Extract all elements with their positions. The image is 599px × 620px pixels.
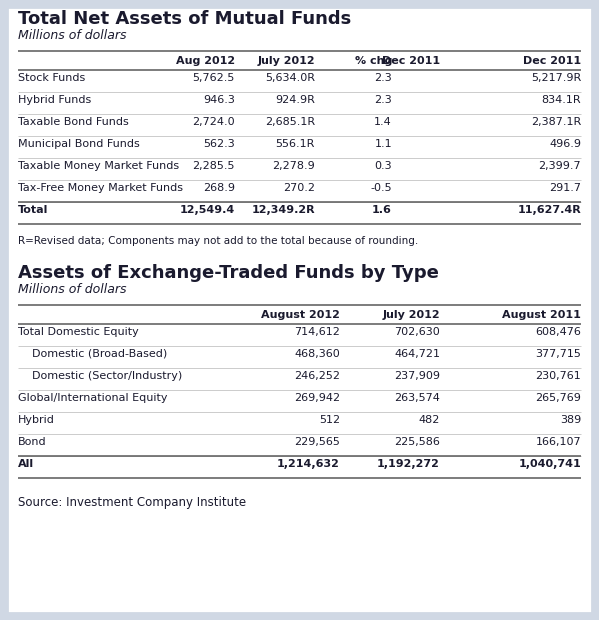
Text: 556.1R: 556.1R [276, 139, 315, 149]
Text: 5,217.9R: 5,217.9R [531, 73, 581, 83]
Text: Global/International Equity: Global/International Equity [18, 393, 168, 403]
Text: Total Net Assets of Mutual Funds: Total Net Assets of Mutual Funds [18, 10, 351, 28]
Text: 2,278.9: 2,278.9 [273, 161, 315, 171]
Text: 12,349.2R: 12,349.2R [252, 205, 315, 215]
Text: -0.5: -0.5 [370, 183, 392, 193]
Text: 834.1R: 834.1R [541, 95, 581, 105]
Text: 1.6: 1.6 [372, 205, 392, 215]
Text: 2,285.5: 2,285.5 [192, 161, 235, 171]
Text: 2,387.1R: 2,387.1R [531, 117, 581, 127]
Text: 1,040,741: 1,040,741 [518, 459, 581, 469]
Text: Total: Total [18, 205, 49, 215]
Text: Aug 2012: Aug 2012 [176, 56, 235, 66]
Text: Millions of dollars: Millions of dollars [18, 283, 126, 296]
Text: 1,214,632: 1,214,632 [277, 459, 340, 469]
Text: Dec 2011: Dec 2011 [523, 56, 581, 66]
Text: Domestic (Broad-Based): Domestic (Broad-Based) [18, 349, 167, 359]
Text: 2,685.1R: 2,685.1R [265, 117, 315, 127]
Text: 482: 482 [419, 415, 440, 425]
Text: 496.9: 496.9 [549, 139, 581, 149]
Text: Taxable Bond Funds: Taxable Bond Funds [18, 117, 129, 127]
Text: 702,630: 702,630 [394, 327, 440, 337]
Text: 464,721: 464,721 [394, 349, 440, 359]
Text: 291.7: 291.7 [549, 183, 581, 193]
Text: 468,360: 468,360 [294, 349, 340, 359]
Text: 5,634.0R: 5,634.0R [265, 73, 315, 83]
Text: Dec 2011: Dec 2011 [382, 56, 440, 66]
Text: 246,252: 246,252 [294, 371, 340, 381]
Text: 2,724.0: 2,724.0 [192, 117, 235, 127]
Text: 237,909: 237,909 [394, 371, 440, 381]
Text: 225,586: 225,586 [394, 437, 440, 447]
Text: 1.4: 1.4 [374, 117, 392, 127]
Text: Source: Investment Company Institute: Source: Investment Company Institute [18, 496, 246, 509]
Text: Hybrid: Hybrid [18, 415, 55, 425]
Text: Total Domestic Equity: Total Domestic Equity [18, 327, 139, 337]
Text: 714,612: 714,612 [294, 327, 340, 337]
Text: All: All [18, 459, 34, 469]
Text: 608,476: 608,476 [535, 327, 581, 337]
FancyBboxPatch shape [7, 7, 592, 613]
Text: 270.2: 270.2 [283, 183, 315, 193]
Text: 263,574: 263,574 [394, 393, 440, 403]
Text: 2.3: 2.3 [374, 95, 392, 105]
Text: Millions of dollars: Millions of dollars [18, 29, 126, 42]
Text: July 2012: July 2012 [382, 310, 440, 320]
Text: Taxable Money Market Funds: Taxable Money Market Funds [18, 161, 179, 171]
Text: 230,761: 230,761 [536, 371, 581, 381]
Text: August 2011: August 2011 [502, 310, 581, 320]
Text: 2,399.7: 2,399.7 [539, 161, 581, 171]
Text: August 2012: August 2012 [261, 310, 340, 320]
Text: 389: 389 [559, 415, 581, 425]
Text: 0.3: 0.3 [374, 161, 392, 171]
Text: 229,565: 229,565 [294, 437, 340, 447]
Text: Municipal Bond Funds: Municipal Bond Funds [18, 139, 140, 149]
Text: Assets of Exchange-Traded Funds by Type: Assets of Exchange-Traded Funds by Type [18, 264, 439, 282]
Text: R=Revised data; Components may not add to the total because of rounding.: R=Revised data; Components may not add t… [18, 236, 418, 246]
Text: 1.1: 1.1 [374, 139, 392, 149]
Text: 265,769: 265,769 [535, 393, 581, 403]
Text: Hybrid Funds: Hybrid Funds [18, 95, 91, 105]
Text: % chg: % chg [355, 56, 392, 66]
Text: 269,942: 269,942 [294, 393, 340, 403]
Text: 924.9R: 924.9R [275, 95, 315, 105]
Text: 268.9: 268.9 [203, 183, 235, 193]
Text: 512: 512 [319, 415, 340, 425]
Text: 946.3: 946.3 [203, 95, 235, 105]
Text: Stock Funds: Stock Funds [18, 73, 85, 83]
Text: 377,715: 377,715 [535, 349, 581, 359]
Text: 5,762.5: 5,762.5 [193, 73, 235, 83]
Text: 562.3: 562.3 [203, 139, 235, 149]
Text: 12,549.4: 12,549.4 [180, 205, 235, 215]
Text: Domestic (Sector/Industry): Domestic (Sector/Industry) [18, 371, 182, 381]
Text: Bond: Bond [18, 437, 47, 447]
Text: Tax-Free Money Market Funds: Tax-Free Money Market Funds [18, 183, 183, 193]
Text: 1,192,272: 1,192,272 [377, 459, 440, 469]
Text: 2.3: 2.3 [374, 73, 392, 83]
Text: 166,107: 166,107 [536, 437, 581, 447]
Text: July 2012: July 2012 [258, 56, 315, 66]
Text: 11,627.4R: 11,627.4R [518, 205, 581, 215]
